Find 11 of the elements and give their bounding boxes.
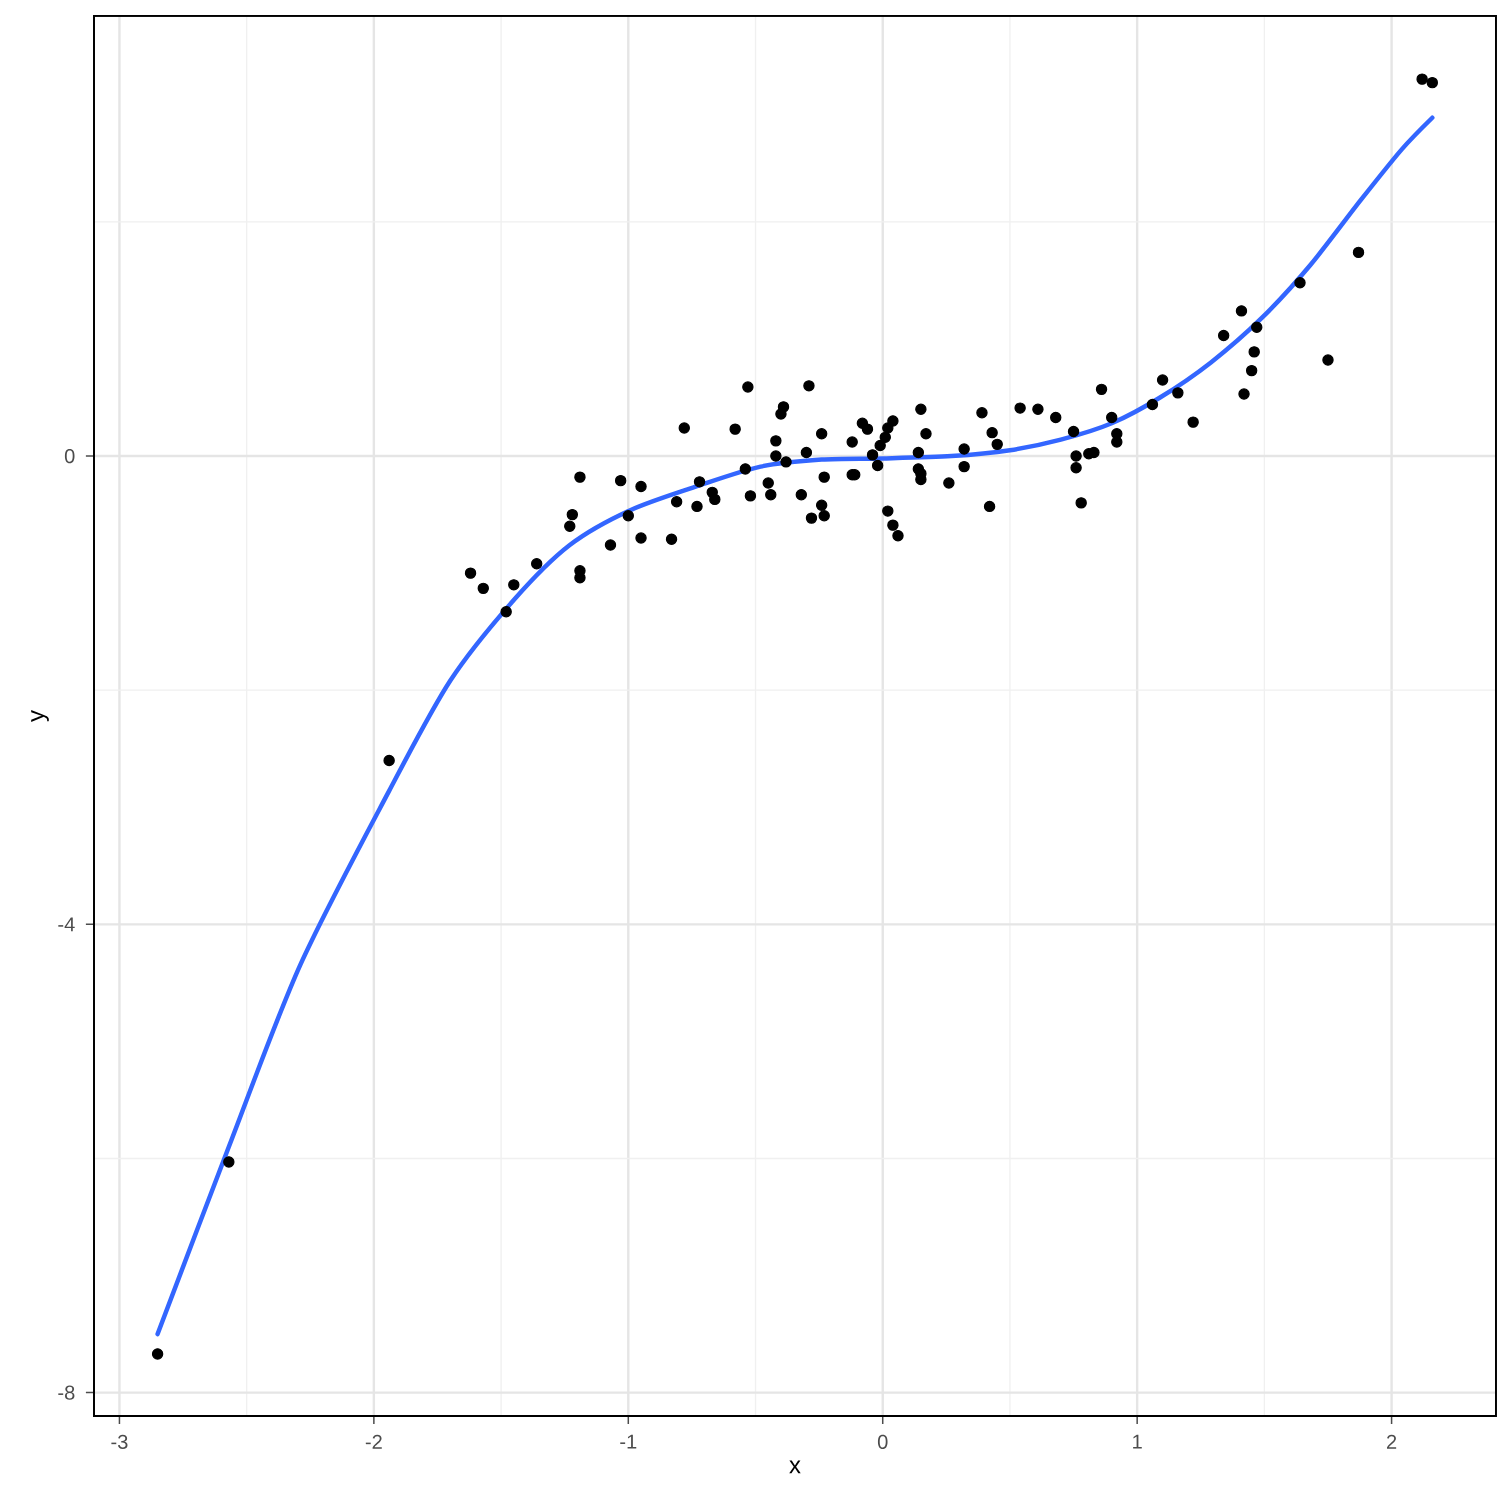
x-axis-title: x — [789, 1460, 801, 1474]
y-tick-label: -4 — [58, 917, 75, 932]
x-tick-label: -1 — [620, 1434, 637, 1449]
y-tick-label: 0 — [64, 448, 75, 464]
x-tick-label: 0 — [877, 1434, 888, 1449]
x-tick-label: -2 — [365, 1434, 382, 1449]
y-axis-title: y — [31, 710, 49, 722]
x-tick-label: -3 — [111, 1434, 128, 1449]
x-tick-label: 1 — [1133, 1434, 1142, 1449]
y-tick-label: -8 — [58, 1385, 75, 1400]
x-tick-label: 2 — [1386, 1434, 1397, 1449]
